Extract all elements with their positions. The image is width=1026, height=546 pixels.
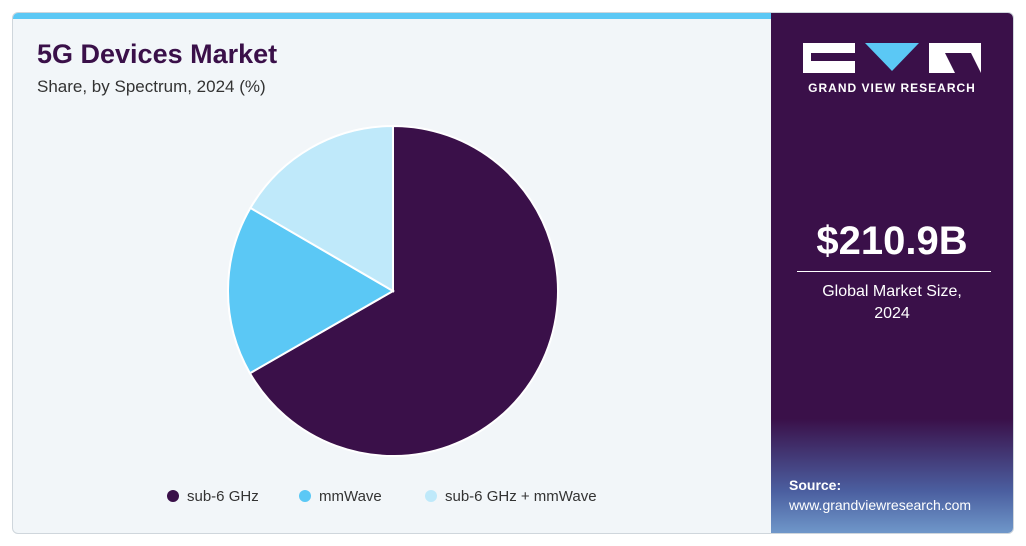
divider xyxy=(797,271,991,272)
legend-label: mmWave xyxy=(319,488,382,505)
chart-subtitle: Share, by Spectrum, 2024 (%) xyxy=(37,77,266,96)
pie-slice xyxy=(248,124,559,457)
source-url: www.grandviewresearch.com xyxy=(789,497,972,513)
pie-slice xyxy=(227,206,395,375)
source-label: Source: xyxy=(789,477,842,493)
legend-label: sub-6 GHz + mmWave xyxy=(445,488,597,505)
logo-v xyxy=(865,43,919,71)
logo-cut xyxy=(945,53,981,73)
legend-swatch xyxy=(167,490,179,502)
chart-title: 5G Devices Market xyxy=(37,39,278,69)
logo xyxy=(803,43,981,73)
top-bar xyxy=(13,13,771,19)
logo-cut xyxy=(811,53,855,61)
legend-label: sub-6 GHz xyxy=(187,488,259,505)
pie-slice xyxy=(249,124,394,293)
market-size: $210.9B xyxy=(816,219,968,263)
sidebar: GRAND VIEW RESEARCH $210.9B Global Marke… xyxy=(771,13,1013,533)
chart: sub-6 GHz mmWave sub-6 GHz + mmWave xyxy=(167,124,597,505)
legend-swatch xyxy=(425,490,437,502)
card: 5G Devices Market Share, by Spectrum, 20… xyxy=(12,12,1014,534)
brand: GRAND VIEW RESEARCH xyxy=(808,81,976,95)
legend-swatch xyxy=(299,490,311,502)
market-size-label: Global Market Size, 2024 xyxy=(822,283,962,322)
